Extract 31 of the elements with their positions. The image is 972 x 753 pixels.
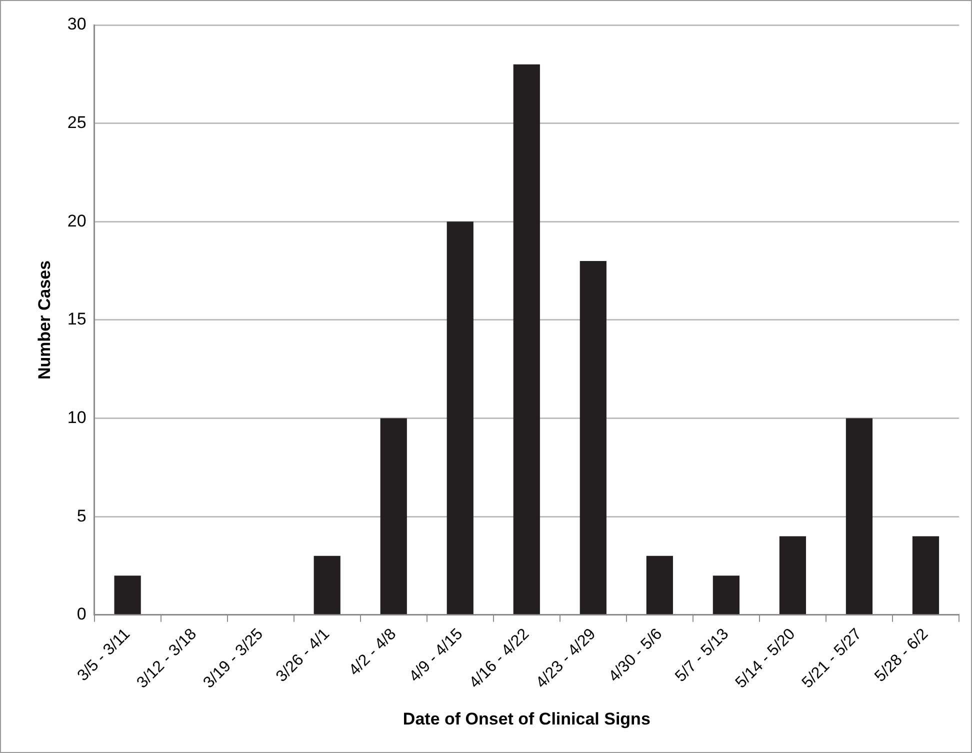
bar (114, 576, 141, 614)
bar (513, 64, 540, 614)
x-axis-title: Date of Onset of Clinical Signs (402, 709, 650, 728)
x-tick-label: 3/12 - 3/18 (134, 626, 200, 692)
y-tick-label: 5 (76, 506, 86, 526)
x-tick-label: 4/23 - 4/29 (533, 626, 600, 692)
x-tick-label: 5/28 - 6/2 (872, 626, 932, 686)
x-tick-label: 5/7 - 5/13 (672, 626, 732, 686)
x-tick-label: 4/16 - 4/22 (466, 626, 533, 692)
y-tick-label: 15 (67, 310, 86, 329)
bar (912, 536, 940, 614)
x-tick-label: 4/9 - 4/15 (406, 626, 466, 686)
x-tick-label: 3/26 - 4/1 (273, 626, 334, 686)
y-tick-label: 10 (67, 408, 86, 427)
bar (712, 576, 740, 614)
y-tick-label: 20 (67, 211, 86, 230)
x-tick-label: 4/2 - 4/8 (346, 626, 400, 680)
x-tick-label: 5/14 - 5/20 (732, 626, 799, 692)
bar (646, 556, 673, 614)
bar (779, 536, 806, 614)
x-tick-label: 4/30 - 5/6 (606, 626, 666, 686)
y-axis-title: Number Cases (34, 260, 54, 380)
bar (846, 418, 873, 614)
y-tick-label: 25 (67, 113, 86, 132)
bar (446, 222, 474, 614)
y-tick-label: 30 (67, 14, 86, 34)
bar (580, 260, 606, 614)
bar (380, 418, 407, 614)
y-tick-label: 0 (76, 604, 86, 624)
x-tick-label: 3/5 - 3/11 (74, 626, 134, 685)
bar (314, 556, 340, 614)
